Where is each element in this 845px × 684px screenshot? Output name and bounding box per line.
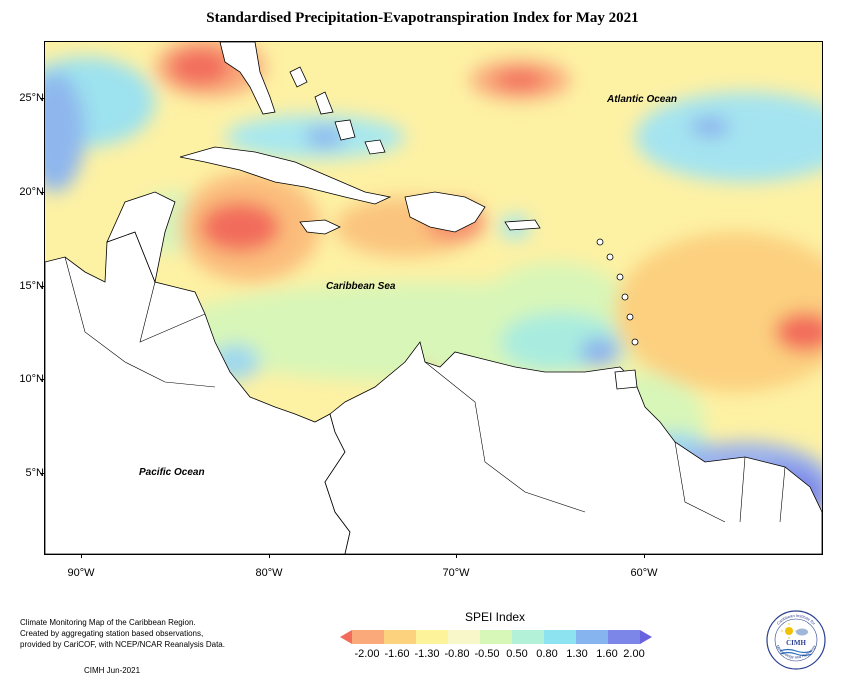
lat-label: 10°N bbox=[19, 373, 44, 385]
legend-tick-label: 1.60 bbox=[596, 648, 618, 660]
lat-label: 20°N bbox=[19, 186, 44, 198]
cloud-icon bbox=[796, 628, 808, 636]
lat-tick bbox=[40, 286, 44, 287]
lon-label: 90°W bbox=[67, 567, 95, 579]
lon-label: 70°W bbox=[442, 567, 470, 579]
legend-tick-label: -0.80 bbox=[444, 648, 470, 660]
lon-tick bbox=[644, 554, 645, 558]
map-title: Standardised Precipitation-Evapotranspir… bbox=[206, 10, 639, 26]
logo-text: CIMH bbox=[786, 639, 806, 647]
cuba bbox=[179, 146, 392, 205]
credits-line: provided by CariCOF, with NCEP/NCAR Rean… bbox=[20, 640, 225, 649]
sun-icon bbox=[785, 627, 793, 635]
credits-line: Created by aggregating station based obs… bbox=[20, 629, 204, 638]
lat-label: 25°N bbox=[19, 92, 44, 104]
legend-colorbar bbox=[340, 630, 652, 644]
country-borders bbox=[64, 256, 786, 523]
caribbean-sea-label: Caribbean Sea bbox=[326, 281, 396, 292]
yucatan bbox=[106, 191, 176, 284]
legend-swatch bbox=[608, 630, 641, 644]
south-america bbox=[324, 341, 822, 554]
lat-tick bbox=[40, 379, 44, 380]
lon-tick bbox=[81, 554, 82, 558]
legend-tick-label: 0.80 bbox=[536, 648, 558, 660]
credits-line: Climate Monitoring Map of the Caribbean … bbox=[20, 618, 196, 627]
cimh-logo: CIMH Caribbean Institute for Meteorology… bbox=[766, 610, 826, 670]
land-masses bbox=[45, 42, 822, 554]
lat-label: 5°N bbox=[25, 467, 44, 479]
legend-swatch bbox=[416, 630, 449, 644]
spei-map-canvas bbox=[45, 42, 822, 554]
legend-swatch bbox=[340, 630, 352, 644]
lon-tick bbox=[456, 554, 457, 558]
legend-tick-label: 1.30 bbox=[566, 648, 588, 660]
spei-map bbox=[44, 41, 823, 555]
lat-tick bbox=[40, 98, 44, 99]
legend-swatch bbox=[544, 630, 577, 644]
legend-swatch bbox=[640, 630, 652, 644]
pacific-ocean-label: Pacific Ocean bbox=[139, 467, 205, 478]
florida bbox=[219, 42, 276, 115]
credits-block: Climate Monitoring Map of the Caribbean … bbox=[20, 617, 225, 650]
lat-label: 15°N bbox=[19, 280, 44, 292]
legend-tick-label: -1.60 bbox=[384, 648, 410, 660]
jamaica bbox=[299, 219, 341, 235]
hispaniola bbox=[404, 191, 486, 233]
legend-swatch bbox=[576, 630, 609, 644]
lon-label: 80°W bbox=[255, 567, 283, 579]
puerto-rico bbox=[504, 219, 541, 231]
lon-label: 60°W bbox=[630, 567, 658, 579]
lat-tick bbox=[40, 473, 44, 474]
legend-tick-label: -2.00 bbox=[354, 648, 380, 660]
atlantic-ocean-label: Atlantic Ocean bbox=[607, 94, 678, 105]
legend-swatch bbox=[384, 630, 417, 644]
legend-swatch bbox=[352, 630, 385, 644]
legend-title: SPEI Index bbox=[465, 610, 526, 624]
lat-tick bbox=[40, 192, 44, 193]
legend-tick-label: -0.50 bbox=[474, 648, 500, 660]
legend-tick-label: 2.00 bbox=[623, 648, 645, 660]
legend-tick-label: -1.30 bbox=[414, 648, 440, 660]
legend-tick-label: 0.50 bbox=[506, 648, 528, 660]
legend-swatch bbox=[480, 630, 513, 644]
credits-date: CIMH Jun-2021 bbox=[84, 666, 141, 675]
lon-tick bbox=[269, 554, 270, 558]
legend-swatch bbox=[448, 630, 481, 644]
legend-swatch bbox=[512, 630, 545, 644]
